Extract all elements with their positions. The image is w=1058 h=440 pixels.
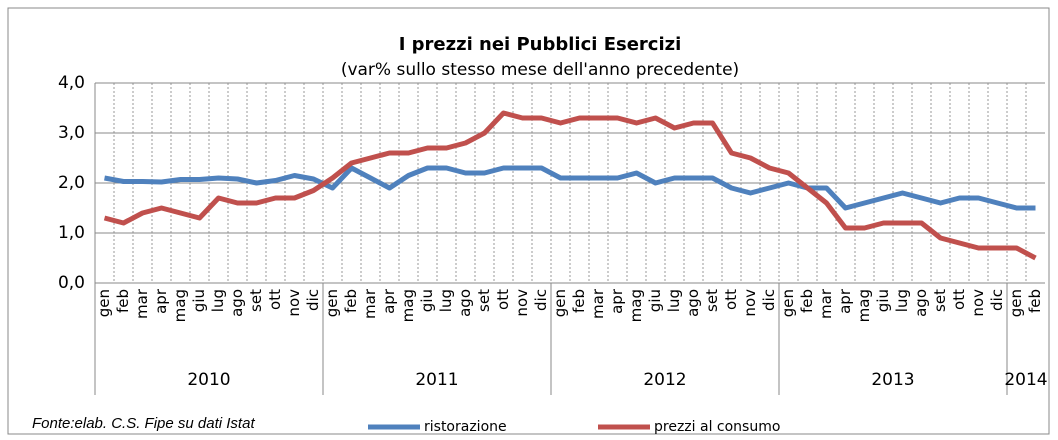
x-tick-label: feb: [1026, 289, 1044, 313]
x-tick-label: apr: [608, 288, 626, 314]
x-tick-label: mag: [855, 289, 873, 322]
group-label: 2011: [415, 370, 458, 390]
x-tick-label: gen: [551, 289, 569, 317]
x-tick-label: mar: [589, 288, 607, 319]
chart-title: I prezzi nei Pubblici Esercizi: [399, 34, 682, 55]
x-tick-label: mar: [361, 288, 379, 319]
x-tick-label: apr: [380, 288, 398, 314]
y-tick-label: 0,0: [58, 273, 85, 293]
legend-label: ristorazione: [424, 419, 507, 435]
x-tick-label: mar: [817, 288, 835, 319]
y-tick-label: 4,0: [58, 73, 85, 93]
x-tick-label: ott: [494, 289, 512, 310]
x-tick-label: set: [475, 289, 493, 312]
x-tick-label: lug: [665, 289, 683, 312]
x-tick-label: ott: [722, 289, 740, 310]
x-tick-label: dic: [988, 289, 1006, 311]
x-tick-label: set: [931, 289, 949, 312]
x-tick-label: mag: [627, 289, 645, 322]
x-tick-label: nov: [513, 289, 531, 317]
x-tick-label: nov: [969, 289, 987, 317]
group-label: 2014: [1004, 370, 1047, 390]
chart-border: [7, 7, 1050, 435]
y-tick-label: 2,0: [58, 173, 85, 193]
x-tick-label: feb: [342, 289, 360, 313]
x-tick-label: dic: [760, 289, 778, 311]
x-tick-label: giu: [418, 289, 436, 312]
y-tick-label: 1,0: [58, 223, 85, 243]
chart-subtitle: (var% sullo stesso mese dell'anno preced…: [341, 60, 739, 80]
x-tick-label: feb: [114, 289, 132, 313]
x-tick-label: lug: [209, 289, 227, 312]
x-tick-label: giu: [190, 289, 208, 312]
x-tick-label: set: [703, 289, 721, 312]
x-tick-label: lug: [437, 289, 455, 312]
x-tick-label: ago: [684, 289, 702, 317]
group-label: 2012: [643, 370, 686, 390]
source-note: Fonte:elab. C.S. Fipe su dati Istat: [32, 415, 255, 432]
series-line: [104, 165, 1036, 211]
x-tick-label: feb: [570, 289, 588, 313]
x-tick-label: apr: [836, 288, 854, 314]
x-tick-label: gen: [779, 289, 797, 317]
x-tick-label: ott: [266, 289, 284, 310]
x-tick-label: gen: [1007, 289, 1025, 317]
x-tick-label: mar: [133, 288, 151, 319]
x-tick-label: set: [247, 289, 265, 312]
x-tick-label: mag: [171, 289, 189, 322]
x-tick-label: ago: [456, 289, 474, 317]
x-tick-label: feb: [798, 289, 816, 313]
x-tick-label: nov: [285, 289, 303, 317]
group-label: 2010: [187, 370, 230, 390]
x-tick-label: ago: [912, 289, 930, 317]
x-tick-label: lug: [893, 289, 911, 312]
y-tick-label: 3,0: [58, 123, 85, 143]
x-tick-label: giu: [874, 289, 892, 312]
x-tick-label: apr: [152, 288, 170, 314]
x-tick-label: gen: [95, 289, 113, 317]
x-tick-label: ago: [228, 289, 246, 317]
x-tick-label: gen: [323, 289, 341, 317]
group-label: 2013: [871, 370, 914, 390]
x-tick-label: ott: [950, 289, 968, 310]
series-line: [103, 110, 1037, 261]
x-tick-label: giu: [646, 289, 664, 312]
x-tick-label: dic: [304, 289, 322, 311]
x-tick-label: nov: [741, 289, 759, 317]
x-tick-label: dic: [532, 289, 550, 311]
legend-label: prezzi al consumo: [654, 419, 780, 435]
x-tick-label: mag: [399, 289, 417, 322]
